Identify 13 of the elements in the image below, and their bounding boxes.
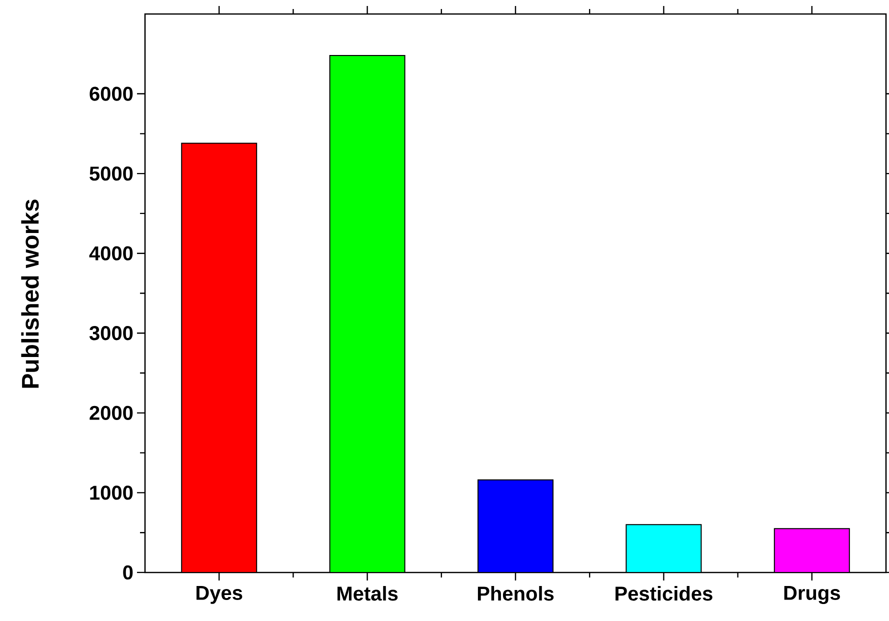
x-tick-label: Pesticides [616, 586, 712, 601]
y-tick-label: 3000 [89, 326, 133, 340]
y-tick-label: 5000 [90, 166, 133, 181]
y-tick-label: 1000 [90, 486, 133, 500]
x-tick-label: Phenols [478, 586, 554, 601]
y-tick-label: 4000 [89, 246, 133, 260]
y-tick-label: 0 [123, 565, 133, 580]
x-tick-label: Metals [338, 586, 398, 601]
x-tick-label: Dyes [196, 586, 242, 604]
y-tick-label: 6000 [90, 86, 133, 101]
y-axis-title: Published works [21, 200, 39, 388]
x-tick-label: Drugs [784, 586, 840, 604]
y-tick-label: 2000 [90, 406, 133, 420]
